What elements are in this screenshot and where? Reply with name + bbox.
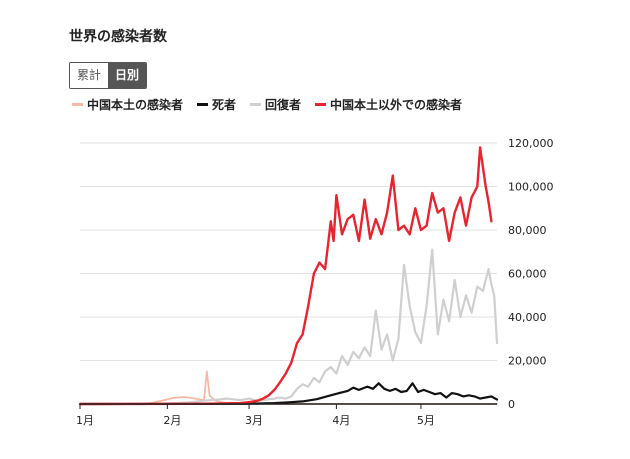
x-tick-label: 4月 bbox=[332, 414, 350, 427]
legend-swatch-china bbox=[72, 103, 83, 106]
x-tick-label: 2月 bbox=[163, 414, 181, 427]
toggle-cumulative-button[interactable]: 累計 bbox=[70, 63, 109, 88]
legend-item-deaths: 死者 bbox=[197, 96, 236, 113]
series-line-3 bbox=[78, 146, 493, 406]
x-tick-label: 1月 bbox=[76, 414, 94, 427]
x-tick-label: 3月 bbox=[245, 414, 263, 427]
y-tick-label: 0 bbox=[508, 398, 515, 411]
series-line-0 bbox=[79, 370, 498, 405]
legend-item-recovered: 回復者 bbox=[250, 96, 301, 113]
y-tick-label: 80,000 bbox=[508, 224, 547, 237]
series-lines bbox=[78, 146, 499, 406]
legend-item-outside-china: 中国本土以外での感染者 bbox=[315, 96, 462, 113]
grid-lines bbox=[80, 142, 497, 361]
legend-label-recovered: 回復者 bbox=[265, 98, 302, 112]
axes: 0 20,000 40,000 60,000 80,000 100,000 120,000 1… bbox=[76, 137, 554, 427]
x-tick-label: 5月 bbox=[417, 414, 435, 427]
chart-legend: 中国本土の感染者 死者 回復者 中国本土以外での感染者 bbox=[72, 96, 462, 113]
y-tick-label: 40,000 bbox=[508, 311, 547, 324]
y-tick-label: 120,000 bbox=[508, 137, 554, 150]
legend-swatch-outside-china bbox=[315, 103, 327, 106]
view-toggle: 累計 日別 bbox=[69, 62, 148, 89]
series-line-2 bbox=[78, 248, 499, 406]
y-tick-label: 60,000 bbox=[508, 268, 547, 281]
legend-swatch-recovered bbox=[250, 103, 262, 106]
y-tick-label: 20,000 bbox=[508, 355, 547, 368]
legend-label-outside-china: 中国本土以外での感染者 bbox=[330, 98, 463, 112]
toggle-daily-button[interactable]: 日別 bbox=[108, 63, 147, 88]
series-line-1 bbox=[78, 382, 499, 406]
legend-label-deaths: 死者 bbox=[212, 98, 237, 112]
legend-item-china: 中国本土の感染者 bbox=[72, 96, 183, 113]
page-title: 世界の感染者数 bbox=[69, 29, 167, 45]
legend-label-china: 中国本土の感染者 bbox=[87, 98, 184, 112]
y-tick-label: 100,000 bbox=[508, 181, 554, 194]
legend-swatch-deaths bbox=[197, 103, 209, 106]
